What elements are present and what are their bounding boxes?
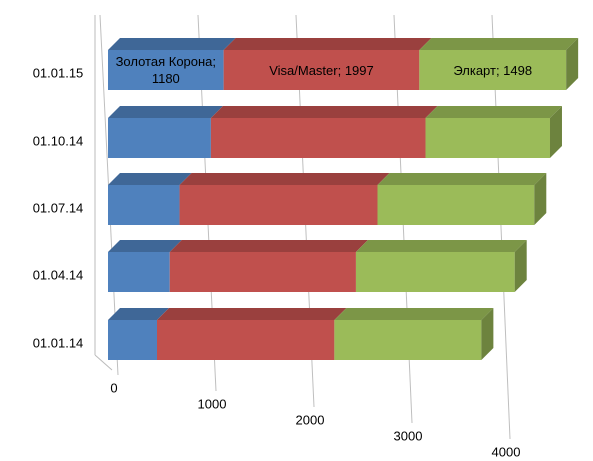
bar bbox=[210, 118, 426, 158]
bar-top bbox=[157, 308, 347, 320]
bar-top bbox=[419, 38, 579, 50]
x-tick-label: 4000 bbox=[492, 444, 521, 459]
axis-line bbox=[94, 354, 113, 371]
x-tick-label: 0 bbox=[110, 380, 117, 395]
bar bbox=[377, 185, 535, 225]
bar-top bbox=[425, 106, 562, 118]
data-label: Золотая Корона; 1180 bbox=[115, 54, 217, 86]
bar bbox=[169, 252, 356, 292]
bar-top bbox=[223, 38, 432, 50]
y-tick-label: 01.10.14 bbox=[33, 133, 84, 148]
x-tick-label: 1000 bbox=[198, 396, 227, 411]
bar-top bbox=[334, 308, 494, 320]
bar-side bbox=[514, 240, 527, 292]
bar bbox=[355, 252, 515, 292]
bar bbox=[223, 50, 420, 90]
bar-top bbox=[179, 173, 390, 185]
bar-top bbox=[210, 106, 438, 118]
bar bbox=[157, 320, 335, 360]
bar-top bbox=[169, 240, 368, 252]
bar-top bbox=[355, 240, 527, 252]
bar-top bbox=[108, 240, 182, 252]
y-tick-label: 01.01.15 bbox=[33, 65, 84, 80]
bar-side bbox=[481, 308, 494, 360]
bar-top bbox=[108, 106, 223, 118]
y-tick-label: 01.01.14 bbox=[33, 335, 84, 350]
bar-top bbox=[108, 173, 192, 185]
bar bbox=[425, 118, 550, 158]
bar-top bbox=[377, 173, 547, 185]
y-tick-label: 01.07.14 bbox=[33, 200, 84, 215]
bar bbox=[108, 118, 211, 158]
bar bbox=[108, 320, 157, 360]
bar bbox=[419, 50, 567, 90]
bar bbox=[108, 252, 170, 292]
bar bbox=[108, 185, 180, 225]
bar-side bbox=[534, 173, 547, 225]
bar bbox=[108, 50, 224, 90]
bar-side bbox=[549, 106, 562, 158]
data-label: Visa/Master; 1997 bbox=[269, 62, 374, 78]
x-tick-label: 3000 bbox=[394, 428, 423, 443]
bar bbox=[179, 185, 378, 225]
x-tick-label: 2000 bbox=[296, 412, 325, 427]
data-label: Элкарт; 1498 bbox=[453, 62, 533, 78]
bar-top bbox=[108, 308, 169, 320]
bar bbox=[334, 320, 482, 360]
bar-top bbox=[108, 38, 236, 50]
y-tick-label: 01.04.14 bbox=[33, 267, 84, 282]
bar-side bbox=[566, 38, 579, 90]
